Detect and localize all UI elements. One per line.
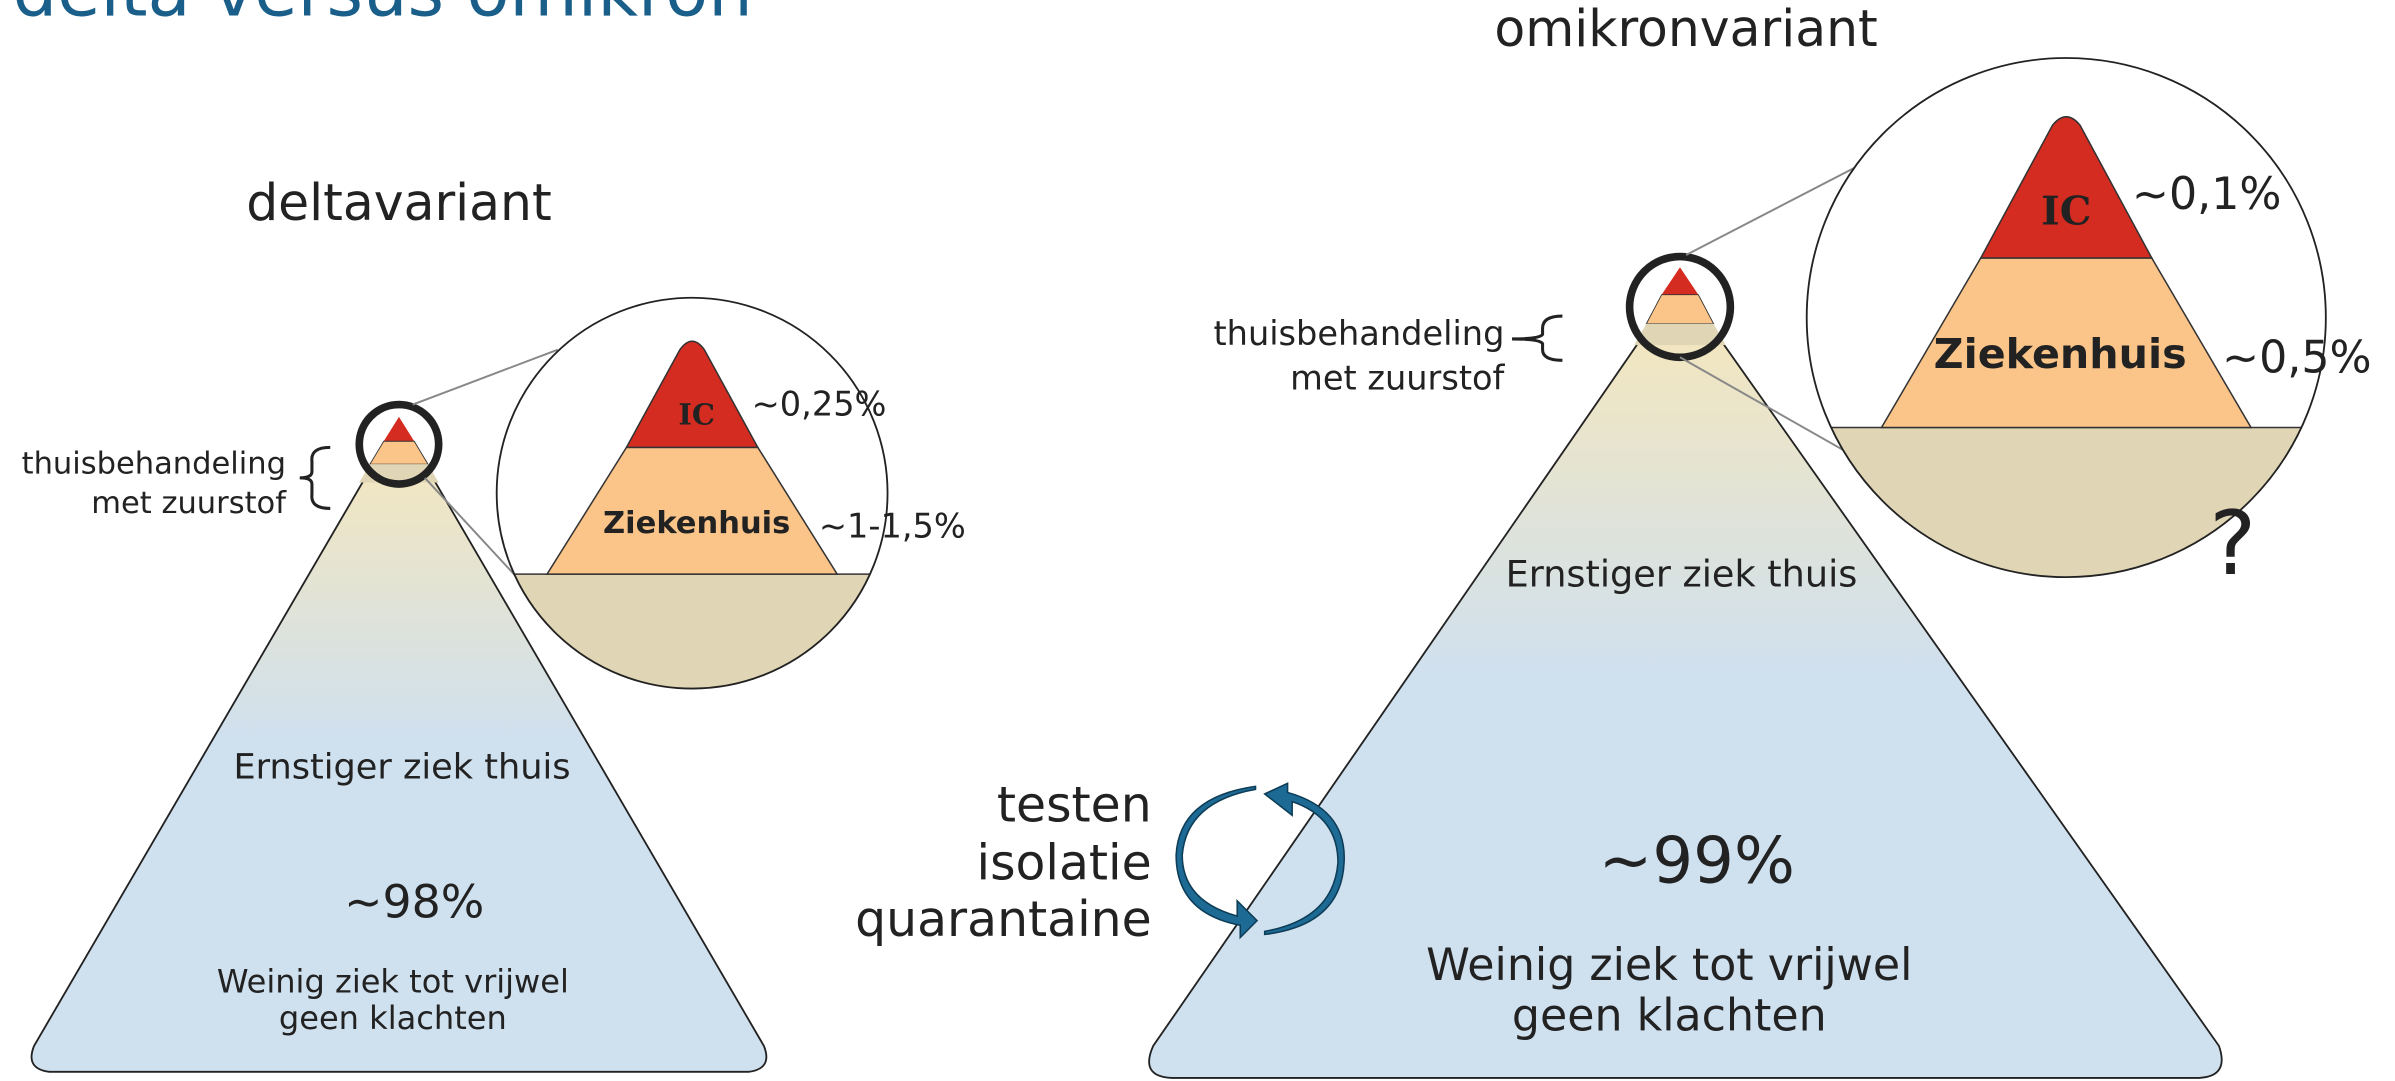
zoom-line	[412, 348, 559, 406]
delta-focus-circle	[355, 400, 443, 488]
delta-zoom-circle	[495, 296, 889, 690]
bracket-label: met zuurstof	[91, 486, 287, 521]
bracket-label: met zuurstof	[1290, 358, 1505, 397]
omicron-title: omikronvariant	[1494, 0, 1877, 58]
measures: testen isolatie quarantaine	[855, 776, 1345, 948]
mild-pct: ~99%	[1599, 824, 1795, 899]
omicron-ic-band	[1979, 116, 2154, 259]
omicron-pyramid	[1148, 280, 2223, 1079]
delta-pyramid	[30, 418, 768, 1073]
omicron-zoom-circle	[1805, 57, 2327, 579]
delta-ic-band	[625, 340, 760, 449]
ic-label: IC	[2041, 188, 2091, 234]
mild-label: geen klachten	[279, 999, 507, 1037]
delta-mini-hospital	[369, 440, 429, 465]
hospital-pct: ~0,5%	[2222, 333, 2372, 384]
omicron-mini-ic	[1661, 267, 1699, 295]
measure-label: testen	[997, 776, 1152, 833]
hospital-label: Ziekenhuis	[1934, 330, 2187, 378]
bracket-label: thuisbehandeling	[1214, 314, 1505, 353]
unknown-mark: ?	[2209, 492, 2256, 595]
delta-title: deltavariant	[246, 173, 552, 232]
zoom-line	[1679, 356, 1872, 467]
measure-label: quarantaine	[855, 891, 1152, 948]
ic-pct: ~0,1%	[2132, 169, 2282, 220]
ic-label: IC	[678, 397, 715, 431]
brace	[1512, 314, 1563, 362]
measure-label: isolatie	[977, 834, 1152, 891]
cycle-arrow	[1263, 782, 1345, 936]
brace	[299, 445, 331, 510]
delta-mini-ic	[383, 416, 415, 442]
ic-pct: ~0,25%	[752, 384, 887, 423]
omicron-mini-home	[1634, 323, 1726, 346]
home-label: Ernstiger ziek thuis	[233, 747, 570, 788]
mild-pct: ~98%	[344, 875, 484, 929]
page-title: delta versus omikron	[13, 0, 753, 32]
omicron-mini-hospital	[1645, 294, 1715, 325]
mild-label: Weinig ziek tot vrijwel	[1426, 940, 1912, 991]
hospital-pct: ~1-1,5%	[819, 506, 966, 545]
mild-label: geen klachten	[1512, 991, 1827, 1042]
zoom-line	[1685, 164, 1861, 256]
mild-label: Weinig ziek tot vrijwel	[217, 962, 569, 1000]
home-label: Ernstiger ziek thuis	[1506, 552, 1858, 595]
omicron-panel: omikronvariant IC Ziekenhuis ~0,1% ~0,5%…	[1148, 0, 2372, 1079]
cycle-arrow	[1175, 785, 1259, 940]
bracket-label: thuisbehandeling	[22, 446, 286, 481]
hospital-label: Ziekenhuis	[603, 506, 790, 541]
